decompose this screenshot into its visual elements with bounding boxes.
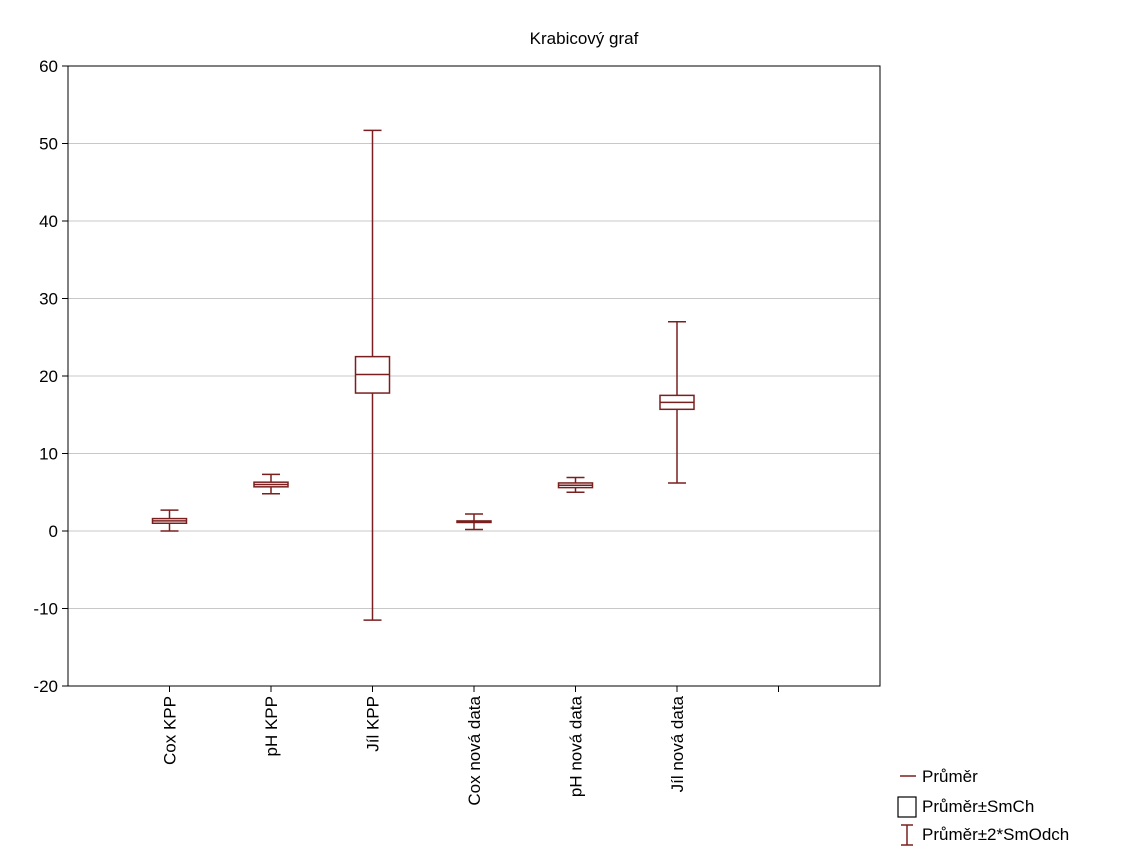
box-group: [151, 509, 188, 532]
box-group: [253, 473, 289, 495]
legend-box-symbol: [897, 796, 917, 818]
y-tick-label: -20: [33, 677, 58, 696]
x-category-label: Jíl nová data: [668, 695, 687, 792]
y-tick-label: 0: [49, 522, 58, 541]
legend-item-label: Průměr±SmCh: [922, 797, 1034, 816]
x-category-label: pH nová data: [567, 695, 586, 797]
x-category-label: Jíl KPP: [364, 696, 383, 752]
legend: Průměr Průměr±SmCh Průměr±2*SmOdch: [897, 767, 1069, 846]
y-tick-label: 20: [39, 367, 58, 386]
x-category-label: Cox nová data: [465, 695, 484, 805]
box-group: [456, 513, 492, 531]
box-group: [659, 321, 695, 484]
axes: 60 50 40 30 20 10 0 -10 -20 Cox KPP pH KPP Jíl KPP C…: [33, 57, 779, 806]
y-tick-label: 50: [39, 135, 58, 154]
box-group: [557, 476, 594, 493]
legend-item-label: Průměr: [922, 767, 978, 786]
chart-title: Krabicový graf: [530, 29, 639, 48]
y-tick-label: 10: [39, 445, 58, 464]
grid-lines: [68, 143, 880, 609]
y-tick-label: -10: [33, 600, 58, 619]
legend-item-label: Průměr±2*SmOdch: [922, 825, 1069, 844]
x-category-label: pH KPP: [262, 696, 281, 756]
box-marks: [151, 129, 695, 621]
y-tick-label: 60: [39, 57, 58, 76]
box-group: [354, 129, 391, 621]
y-tick-label: 30: [39, 290, 58, 309]
x-category-label: Cox KPP: [161, 696, 180, 765]
y-tick-label: 40: [39, 212, 58, 231]
